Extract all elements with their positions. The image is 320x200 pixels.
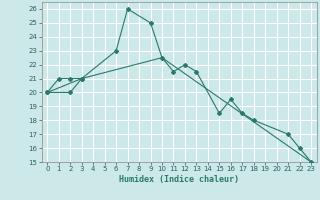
X-axis label: Humidex (Indice chaleur): Humidex (Indice chaleur) [119, 175, 239, 184]
